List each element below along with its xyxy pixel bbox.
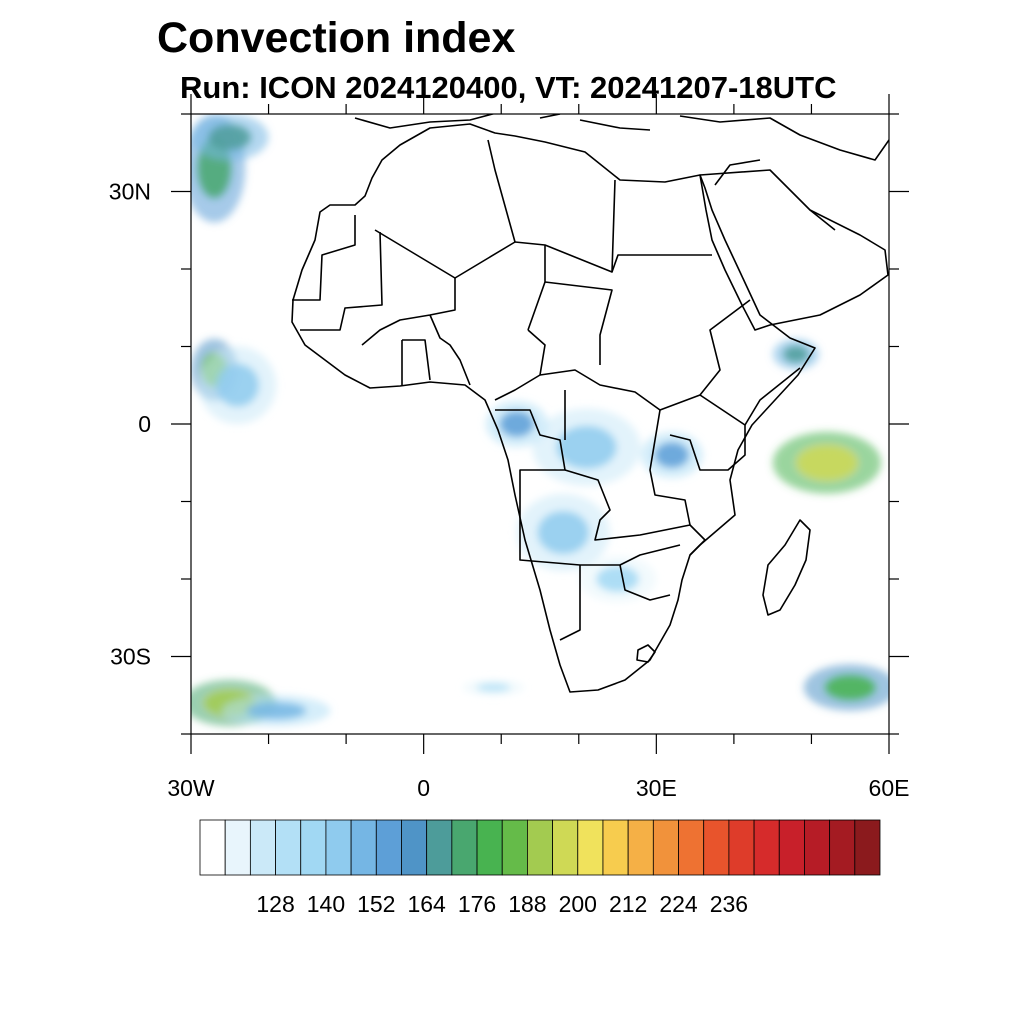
colorbar-swatch <box>602 819 629 876</box>
lon-tick-label: 60E <box>869 775 910 801</box>
colorbar: 128 140 152 164 176 188 200 212 224 236 <box>199 819 881 917</box>
colorbar-swatch <box>854 819 881 876</box>
colorbar-swatch <box>652 819 679 876</box>
convection-core <box>499 411 534 437</box>
colorbar-swatch <box>451 819 478 876</box>
colorbar-swatch <box>249 819 276 876</box>
colorbar-label: 176 <box>458 891 496 917</box>
colorbar-swatch <box>375 819 402 876</box>
convection-core <box>556 425 617 469</box>
convection-core <box>654 442 689 468</box>
map-subtitle: Run: ICON 2024120400, VT: 20241207-18UTC <box>180 70 837 105</box>
colorbar-label: 188 <box>508 891 546 917</box>
colorbar-label: 164 <box>407 891 446 917</box>
colorbar-label: 236 <box>710 891 748 917</box>
convection-core <box>537 511 589 554</box>
colorbar-swatch <box>778 819 805 876</box>
lat-tick-label: 30S <box>110 644 151 670</box>
lat-tick-label: 0 <box>138 411 151 437</box>
colorbar-swatch <box>728 819 755 876</box>
axis-ticks <box>171 94 909 754</box>
colorbar-swatch <box>829 819 856 876</box>
colorbar-swatch <box>678 819 705 876</box>
convection-core <box>246 702 307 720</box>
colorbar-swatch <box>627 819 654 876</box>
colorbar-label: 152 <box>357 891 395 917</box>
europe-coastline <box>354 114 889 161</box>
arabia-coastline <box>699 169 889 331</box>
axis-tick-labels: 30W 0 30E 60E 30N 0 30S <box>109 179 910 802</box>
map-title: Convection index <box>157 14 516 62</box>
colorbar-label: 212 <box>609 891 647 917</box>
colorbar-swatch <box>199 819 226 876</box>
africa-coastline <box>291 123 816 693</box>
colorbar-swatch <box>275 819 302 876</box>
colorbar-swatch <box>501 819 528 876</box>
convection-field <box>191 114 889 727</box>
colorbar-swatch <box>552 819 579 876</box>
colorbar-swatch <box>325 819 352 876</box>
lon-tick-label: 0 <box>417 775 430 801</box>
colorbar-swatch <box>224 819 251 876</box>
lat-tick-label: 30N <box>109 179 151 205</box>
colorbar-label: 224 <box>659 891 698 917</box>
colorbar-swatch <box>527 819 553 876</box>
colorbar-swatch <box>577 819 604 876</box>
colorbar-label: 200 <box>559 891 597 917</box>
colorbar-label: 140 <box>307 891 345 917</box>
colorbar-swatch <box>401 819 428 876</box>
convection-core <box>208 124 252 151</box>
lon-tick-label: 30W <box>167 775 215 801</box>
colorbar-swatch <box>426 819 453 876</box>
lon-tick-label: 30E <box>636 775 677 801</box>
colorbar-swatch <box>804 819 831 876</box>
convection-core <box>824 674 876 701</box>
convection-core <box>596 566 639 592</box>
colorbar-label: 128 <box>256 891 294 917</box>
convection-core <box>797 445 857 480</box>
country-borders <box>291 114 889 693</box>
colorbar-swatch <box>350 819 377 876</box>
colorbar-swatch <box>753 819 780 876</box>
colorbar-swatch <box>703 819 730 876</box>
convection-core <box>783 345 809 363</box>
colorbar-swatch <box>476 819 503 876</box>
convection-core <box>216 363 259 407</box>
convection-core <box>476 683 511 692</box>
colorbar-swatch <box>300 819 327 876</box>
madagascar-coastline <box>762 519 811 616</box>
